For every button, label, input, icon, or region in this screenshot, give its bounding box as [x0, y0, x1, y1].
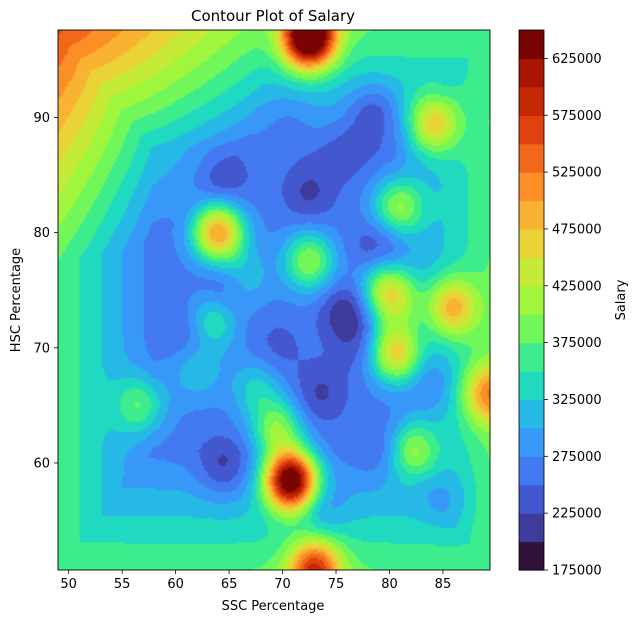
colorbar-tick-label: 475000 — [552, 222, 602, 237]
x-tick-label: 85 — [435, 577, 452, 592]
colorbar-band — [519, 399, 544, 429]
colorbar-band — [519, 342, 544, 372]
colorbar-tick-label: 225000 — [552, 507, 602, 522]
colorbar-band — [519, 228, 544, 258]
x-tick-label: 65 — [221, 577, 238, 592]
colorbar-band — [519, 513, 544, 543]
chart-title: Contour Plot of Salary — [191, 7, 355, 25]
y-tick-label: 70 — [33, 341, 50, 356]
x-axis: 50 55 60 65 70 75 80 85 — [60, 570, 451, 592]
colorbar-band — [519, 456, 544, 486]
colorbar-tick-label: 525000 — [552, 166, 602, 181]
colorbar-band — [519, 115, 544, 145]
colorbar-band — [519, 30, 544, 60]
y-tick-label: 60 — [33, 456, 50, 471]
colorbar-band — [519, 172, 544, 202]
x-tick-label: 60 — [167, 577, 184, 592]
plot-area — [57, 29, 491, 571]
colorbar-band — [519, 314, 544, 344]
colorbar-tick-label: 275000 — [552, 450, 602, 465]
x-tick-label: 80 — [381, 577, 398, 592]
colorbar-tick-label: 575000 — [552, 109, 602, 124]
x-axis-label: SSC Percentage — [222, 599, 325, 614]
y-tick-label: 90 — [33, 111, 50, 126]
colorbar — [518, 29, 545, 571]
y-axis-label: HSC Percentage — [9, 248, 24, 352]
colorbar-band — [519, 58, 544, 88]
y-axis: 60 70 80 90 — [33, 111, 58, 471]
colorbar-frame — [518, 29, 545, 571]
colorbar-band — [519, 257, 544, 287]
colorbar-band — [519, 541, 544, 571]
colorbar-tick-label: 425000 — [552, 279, 602, 294]
x-tick-label: 75 — [328, 577, 345, 592]
colorbar-band — [519, 86, 544, 116]
colorbar-tick-label: 375000 — [552, 336, 602, 351]
colorbar-axis: 175000 225000 275000 325000 375000 425000 4750… — [544, 52, 602, 579]
y-tick-label: 80 — [33, 226, 50, 241]
colorbar-tick-label: 175000 — [552, 564, 602, 579]
x-tick-label: 70 — [274, 577, 291, 592]
contour-fill — [58, 30, 490, 570]
colorbar-label: Salary — [614, 279, 629, 320]
plot-frame — [57, 29, 491, 571]
colorbar-band — [519, 371, 544, 401]
colorbar-band — [519, 143, 544, 173]
colorbar-band — [519, 427, 544, 457]
x-tick-label: 55 — [114, 577, 131, 592]
colorbar-tick-label: 325000 — [552, 393, 602, 408]
x-tick-label: 50 — [60, 577, 77, 592]
colorbar-band — [519, 484, 544, 514]
colorbar-band — [519, 200, 544, 230]
colorbar-tick-label: 625000 — [552, 52, 602, 67]
colorbar-band — [519, 285, 544, 315]
